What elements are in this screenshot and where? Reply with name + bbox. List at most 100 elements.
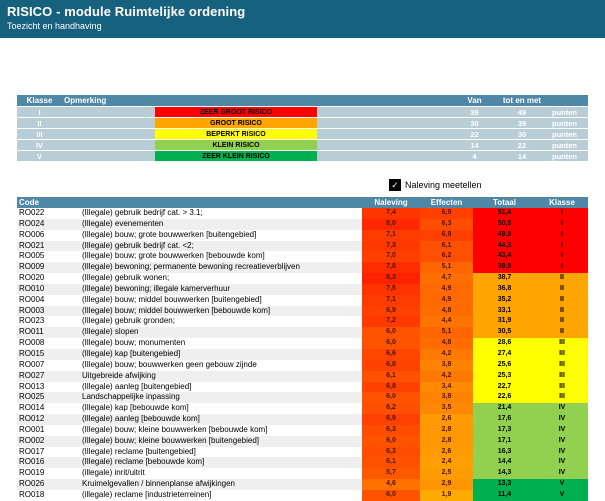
totaal-cell[interactable]: 50,5	[473, 218, 536, 230]
naleving-meetellen-checkbox[interactable]: ✓	[389, 179, 401, 191]
omschrijving-cell[interactable]: (Illegale) reclame [buitengebied]	[82, 446, 196, 456]
totaal-cell[interactable]: 51,4	[473, 208, 536, 219]
naleving-cell[interactable]: 4,6	[362, 479, 420, 490]
effecten-cell[interactable]: 4,9	[420, 294, 473, 306]
totaal-cell[interactable]: 33,1	[473, 305, 536, 317]
effecten-cell[interactable]: 6,2	[420, 251, 473, 263]
klasse-cell[interactable]: IV	[536, 424, 588, 436]
effecten-cell[interactable]: 2,4	[420, 457, 473, 469]
code-cell[interactable]: RO027	[17, 370, 78, 382]
naleving-cell[interactable]: 6,9	[362, 305, 420, 317]
klasse-cell[interactable]: IV	[536, 403, 588, 415]
naleving-cell[interactable]: 6,0	[362, 392, 420, 404]
klasse-cell[interactable]: IV	[536, 446, 588, 458]
omschrijving-cell[interactable]: (illegale) reclame [industrieterreinen]	[82, 489, 212, 499]
effecten-cell[interactable]: 2,6	[420, 414, 473, 425]
naleving-cell[interactable]: 7,5	[362, 283, 420, 295]
totaal-cell[interactable]: 25,3	[473, 370, 536, 382]
naleving-cell[interactable]: 6,0	[362, 338, 420, 349]
effecten-cell[interactable]: 6,9	[420, 229, 473, 241]
effecten-cell[interactable]: 4,8	[420, 305, 473, 317]
naleving-cell[interactable]: 6,8	[362, 381, 420, 393]
naleving-cell[interactable]: 6,0	[362, 489, 420, 501]
effecten-cell[interactable]: 2,8	[420, 424, 473, 436]
naleving-cell[interactable]: 7,4	[362, 208, 420, 219]
effecten-cell[interactable]: 3,4	[420, 381, 473, 393]
klasse-cell[interactable]: IV	[536, 414, 588, 425]
totaal-cell[interactable]: 43,4	[473, 251, 536, 263]
code-cell[interactable]: RO004	[19, 294, 45, 304]
effecten-cell[interactable]: 2,9	[420, 479, 473, 490]
code-cell[interactable]: RO009	[17, 262, 78, 274]
totaal-cell[interactable]: 14,3	[473, 468, 536, 480]
klasse-cell[interactable]: II	[536, 327, 588, 339]
code-cell[interactable]: RO001	[19, 424, 45, 434]
effecten-cell[interactable]: 4,8	[420, 338, 473, 349]
totaal-cell[interactable]: 13,3	[473, 479, 536, 490]
totaal-cell[interactable]: 14,4	[473, 457, 536, 469]
omschrijving-cell[interactable]: Uitgebreide afwijking	[78, 370, 362, 382]
omschrijving-cell[interactable]: (Illegale) kap [bebouwde kom]	[82, 403, 189, 413]
klasse-cell[interactable]: IV	[536, 435, 588, 447]
klasse-cell[interactable]: II	[536, 283, 588, 295]
code-cell[interactable]: RO006	[19, 229, 45, 239]
omschrijving-cell[interactable]: (Illegale) gebruik bedrijf cat. > 3.1;	[82, 208, 203, 217]
totaal-cell[interactable]: 21,4	[473, 403, 536, 415]
effecten-cell[interactable]: 6,9	[420, 208, 473, 219]
omschrijving-cell[interactable]: Kruimelgevallen / binnenplanse afwijking…	[78, 479, 362, 490]
totaal-cell[interactable]: 17,6	[473, 414, 536, 425]
totaal-cell[interactable]: 27,4	[473, 348, 536, 360]
klasse-cell[interactable]: III	[536, 348, 588, 360]
code-cell[interactable]: RO023	[19, 316, 45, 326]
code-cell[interactable]: RO013	[19, 381, 45, 391]
naleving-cell[interactable]: 7,1	[362, 229, 420, 241]
naleving-cell[interactable]: 6,6	[362, 348, 420, 360]
effecten-cell[interactable]: 2,5	[420, 468, 473, 480]
code-cell[interactable]: RO011	[17, 327, 78, 339]
totaal-cell[interactable]: 44,3	[473, 240, 536, 252]
code-cell[interactable]: RO016	[17, 457, 78, 469]
omschrijving-cell[interactable]: (Illegale) kap [buitengebied]	[78, 348, 362, 360]
effecten-cell[interactable]: 4,7	[420, 273, 473, 284]
totaal-cell[interactable]: 25,6	[473, 359, 536, 371]
effecten-cell[interactable]: 4,9	[420, 283, 473, 295]
code-cell[interactable]: RO005	[19, 251, 45, 261]
code-cell[interactable]: RO026	[17, 479, 78, 490]
klasse-cell[interactable]: I	[536, 262, 588, 274]
omschrijving-cell[interactable]: (Illegale) bouw; grote bouwwerken [bebou…	[82, 251, 265, 261]
klasse-cell[interactable]: I	[536, 218, 588, 230]
naleving-cell[interactable]: 6,2	[362, 403, 420, 415]
effecten-cell[interactable]: 6,1	[420, 240, 473, 252]
klasse-cell[interactable]: III	[536, 392, 588, 404]
naleving-cell[interactable]: 8,3	[362, 273, 420, 284]
naleving-cell[interactable]: 6,3	[362, 424, 420, 436]
code-cell[interactable]: RO010	[17, 283, 78, 295]
omschrijving-cell[interactable]: (Illegale) evenementen	[78, 218, 362, 230]
effecten-cell[interactable]: 6,3	[420, 218, 473, 230]
klasse-cell[interactable]: I	[536, 208, 588, 219]
effecten-cell[interactable]: 1,9	[420, 489, 473, 501]
code-cell[interactable]: RO008	[19, 338, 45, 348]
code-cell[interactable]: RO020	[19, 273, 45, 283]
naleving-cell[interactable]: 7,0	[362, 251, 420, 263]
code-cell[interactable]: RO021	[17, 240, 78, 252]
klasse-cell[interactable]: II	[536, 273, 588, 284]
omschrijving-cell[interactable]: (Illegale) slopen	[78, 327, 362, 339]
naleving-cell[interactable]: 6,9	[362, 414, 420, 425]
totaal-cell[interactable]: 22,7	[473, 381, 536, 393]
naleving-cell[interactable]: 6,0	[362, 435, 420, 447]
totaal-cell[interactable]: 30,5	[473, 327, 536, 339]
omschrijving-cell[interactable]: (Illegale) bewoning; permanente bewoning…	[78, 262, 362, 274]
totaal-cell[interactable]: 16,3	[473, 446, 536, 458]
code-cell[interactable]: RO017	[19, 446, 45, 456]
klasse-cell[interactable]: II	[536, 294, 588, 306]
totaal-cell[interactable]: 35,2	[473, 294, 536, 306]
effecten-cell[interactable]: 5,1	[420, 327, 473, 339]
totaal-cell[interactable]: 28,6	[473, 338, 536, 349]
effecten-cell[interactable]: 3,5	[420, 403, 473, 415]
naleving-cell[interactable]: 5,7	[362, 468, 420, 480]
naleving-cell[interactable]: 6,1	[362, 370, 420, 382]
code-cell[interactable]: RO003	[17, 305, 78, 317]
omschrijving-cell[interactable]: (Illegale) bouw; grote bouwwerken [buite…	[82, 229, 257, 239]
effecten-cell[interactable]: 2,6	[420, 446, 473, 458]
